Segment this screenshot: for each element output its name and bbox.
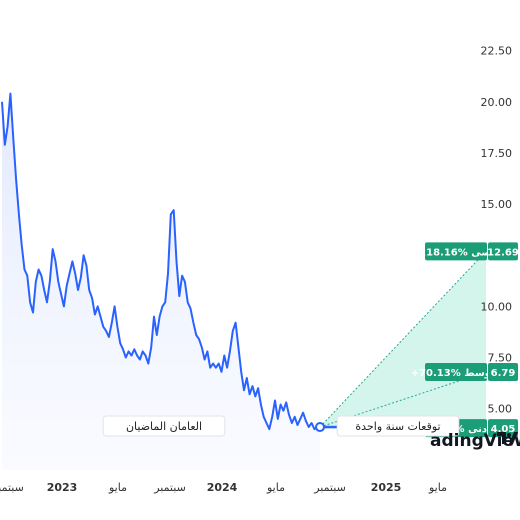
forecast-value-text: 6.79 (491, 368, 516, 379)
history-period-label: العامان الماضيان (102, 415, 226, 437)
x-tick-label: مايو (266, 481, 285, 494)
y-tick-label: 20.00 (481, 96, 513, 109)
logo-icon-part (497, 432, 506, 444)
x-tick-label: سبتمبر (313, 481, 346, 494)
label-box-text: العامان الماضيان (126, 420, 202, 433)
forecast-percent-tag (425, 242, 487, 261)
tradingview-logo-icon (497, 432, 518, 444)
history-area (2, 93, 320, 470)
x-tick-label: 2023 (47, 481, 78, 494)
x-tick-label: سبتمبر (153, 481, 186, 494)
label-box-text: توقعات سنة واحدة (355, 420, 440, 433)
plot-area (1, 92, 487, 470)
forecast-period-label: توقعات سنة واحدة (336, 415, 460, 437)
price-line (1, 92, 320, 431)
forecast-value-text: 4.05 (491, 424, 516, 435)
forecast-value-tag (488, 242, 518, 261)
forecast-value-text: 12.69 (487, 247, 519, 258)
forecast-max-line (319, 250, 487, 428)
tradingview-logo: adingView (430, 431, 520, 451)
logo-text: adingView (430, 431, 520, 451)
x-tick-label: مايو (428, 481, 447, 494)
x-tick-label: مايو (108, 481, 127, 494)
y-tick-label: 17.50 (481, 147, 513, 160)
forecast-value-tag (488, 419, 518, 438)
y-tick-label: 5.00 (488, 403, 513, 416)
forecast-percent-text: +218.16% أقصى (411, 245, 501, 258)
forecast-value-tag (488, 363, 518, 382)
y-tick-label: 22.50 (481, 45, 513, 58)
y-tick-label: 7.50 (488, 352, 513, 365)
forecast-percent-tag (425, 363, 487, 382)
current-price-point (315, 422, 325, 433)
y-tick-label: 10.00 (481, 300, 513, 313)
logo-icon-dot (507, 433, 511, 437)
x-tick-label: 2024 (207, 481, 238, 494)
forecast-percent-text: +70.13% متوسط (411, 368, 502, 379)
x-tick-label: سبتمبر (0, 481, 24, 494)
label-box-bg (102, 415, 226, 437)
x-tick-label: 2025 (371, 481, 402, 494)
y-tick-label: 15.00 (481, 198, 513, 211)
logo-icon-slash (509, 432, 518, 444)
label-box-bg (336, 415, 460, 437)
x-axis: سبتمبر 2023 مايو سبتمبر 2024 مايو سبتمبر 2025 ما… (0, 481, 447, 494)
